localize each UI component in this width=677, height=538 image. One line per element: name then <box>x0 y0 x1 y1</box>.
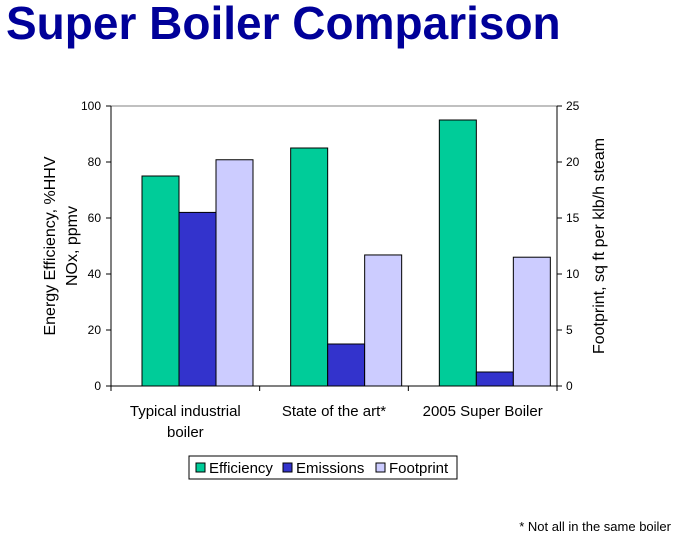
y-axis-title-right: Footprint, sq ft per klb/h steam <box>591 138 608 354</box>
bar-efficiency-1 <box>141 175 180 387</box>
bar-footprint-2 <box>364 254 403 387</box>
legend-label-emissions: Emissions <box>296 460 364 477</box>
y-tick-label-right: 20 <box>566 155 580 169</box>
footnote: * Not all in the same boiler <box>519 519 671 534</box>
y-tick-label-right: 25 <box>566 99 580 113</box>
y-tick-label-left: 60 <box>88 211 102 225</box>
x-category-label: State of the art* <box>282 403 386 420</box>
bar-footprint-3 <box>512 256 551 387</box>
y-tick-label-left: 0 <box>94 379 101 393</box>
bar-emissions-1 <box>178 211 217 387</box>
y-tick-label-right: 15 <box>566 211 580 225</box>
bar-efficiency-3 <box>438 119 477 387</box>
y-tick-label-right: 0 <box>566 379 573 393</box>
y-tick-label-left: 40 <box>88 267 102 281</box>
y-tick-label-left: 100 <box>81 99 101 113</box>
x-category-label: boiler <box>167 424 204 441</box>
bar-emissions-3 <box>475 371 514 387</box>
legend-swatch-footprint <box>375 462 386 473</box>
x-category-label: 2005 Super Boiler <box>423 403 543 420</box>
legend-label-footprint: Footprint <box>389 460 449 477</box>
y-axis-title-left: Energy Efficiency, %HHV <box>42 156 59 335</box>
bar-emissions-2 <box>327 343 366 387</box>
y-tick-label-left: 20 <box>88 323 102 337</box>
slide-title: Super Boiler Comparison <box>6 0 561 49</box>
y-tick-label-right: 5 <box>566 323 573 337</box>
y-tick-label-right: 10 <box>566 267 580 281</box>
y-axis-title-left: NOx, ppmv <box>64 206 81 286</box>
legend: Efficiency Emissions Footprint <box>188 455 458 480</box>
bars <box>141 119 551 387</box>
legend-swatch-efficiency <box>195 462 206 473</box>
y-tick-label-left: 80 <box>88 155 102 169</box>
legend-label-efficiency: Efficiency <box>209 460 273 477</box>
legend-box <box>188 455 458 480</box>
axes: 0 20 40 60 80 100 0 5 10 15 20 25 Typical industrial… <box>42 99 608 441</box>
x-category-label: Typical industrial <box>130 403 241 420</box>
legend-swatch-emissions <box>282 462 293 473</box>
bar-efficiency-2 <box>290 147 329 387</box>
bar-footprint-1 <box>215 159 254 387</box>
